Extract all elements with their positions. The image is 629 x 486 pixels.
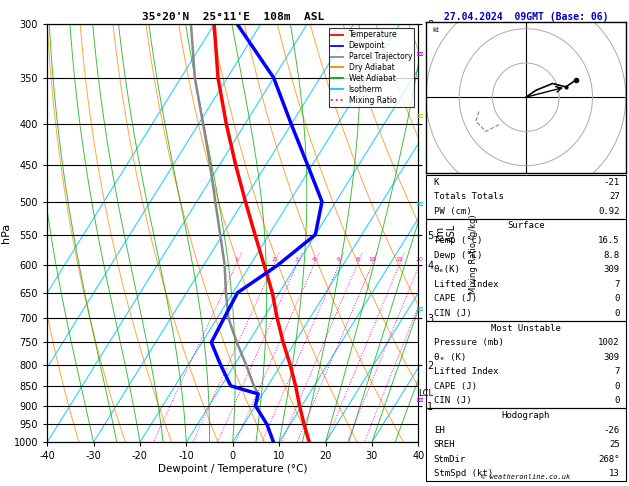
- Text: Temp (°C): Temp (°C): [434, 236, 482, 245]
- Text: 0.92: 0.92: [598, 207, 620, 216]
- Text: 268°: 268°: [598, 455, 620, 464]
- Text: 16.5: 16.5: [598, 236, 620, 245]
- Text: StmDir: StmDir: [434, 455, 466, 464]
- Text: 15: 15: [395, 257, 403, 261]
- Text: ≡: ≡: [416, 304, 424, 313]
- Text: 309: 309: [604, 353, 620, 362]
- Bar: [426, 175, 626, 219]
- Text: K: K: [434, 178, 439, 187]
- Text: 13: 13: [609, 469, 620, 478]
- Title: 35°20'N  25°11'E  108m  ASL: 35°20'N 25°11'E 108m ASL: [142, 12, 324, 22]
- Text: CIN (J): CIN (J): [434, 397, 472, 405]
- Text: 0: 0: [615, 382, 620, 391]
- Text: 3: 3: [295, 257, 299, 261]
- Text: 6: 6: [337, 257, 341, 261]
- Text: PW (cm): PW (cm): [434, 207, 472, 216]
- Text: 8: 8: [355, 257, 359, 261]
- Text: ≡: ≡: [416, 49, 424, 58]
- Text: 27.04.2024  09GMT (Base: 06): 27.04.2024 09GMT (Base: 06): [443, 12, 608, 22]
- Text: Surface: Surface: [507, 222, 545, 230]
- Text: Lifted Index: Lifted Index: [434, 367, 498, 376]
- Text: ≡: ≡: [416, 396, 424, 405]
- Text: 20: 20: [415, 257, 423, 261]
- Y-axis label: hPa: hPa: [1, 223, 11, 243]
- Text: Dewp (°C): Dewp (°C): [434, 251, 482, 260]
- Text: 7: 7: [615, 367, 620, 376]
- Text: 7: 7: [615, 280, 620, 289]
- Legend: Temperature, Dewpoint, Parcel Trajectory, Dry Adiabat, Wet Adiabat, Isotherm, Mi: Temperature, Dewpoint, Parcel Trajectory…: [329, 28, 415, 107]
- Text: 10: 10: [368, 257, 376, 261]
- Y-axis label: km
ASL: km ASL: [435, 224, 457, 243]
- Text: EH: EH: [434, 426, 445, 434]
- Text: 0: 0: [615, 397, 620, 405]
- Text: CAPE (J): CAPE (J): [434, 382, 477, 391]
- X-axis label: Dewpoint / Temperature (°C): Dewpoint / Temperature (°C): [158, 464, 308, 474]
- Text: 4: 4: [312, 257, 316, 261]
- Text: -26: -26: [604, 426, 620, 434]
- Text: CAPE (J): CAPE (J): [434, 295, 477, 303]
- Text: CIN (J): CIN (J): [434, 309, 472, 318]
- Text: StmSpd (kt): StmSpd (kt): [434, 469, 493, 478]
- Text: 0: 0: [615, 295, 620, 303]
- Text: © weatheronline.co.uk: © weatheronline.co.uk: [481, 474, 570, 480]
- Text: 2: 2: [272, 257, 276, 261]
- Text: 0: 0: [615, 309, 620, 318]
- Text: Mixing Ratio (g/kg): Mixing Ratio (g/kg): [469, 214, 479, 294]
- Text: kt: kt: [433, 27, 440, 33]
- Text: 8.8: 8.8: [604, 251, 620, 260]
- Text: ≡: ≡: [416, 199, 424, 209]
- Bar: [426, 219, 626, 321]
- Text: -21: -21: [604, 178, 620, 187]
- Text: LCL: LCL: [418, 389, 433, 399]
- Bar: [426, 408, 626, 481]
- Text: θₑ(K): θₑ(K): [434, 265, 460, 274]
- Text: θₑ (K): θₑ (K): [434, 353, 466, 362]
- Text: 309: 309: [604, 265, 620, 274]
- Text: SREH: SREH: [434, 440, 455, 449]
- Text: Pressure (mb): Pressure (mb): [434, 338, 504, 347]
- Text: 27: 27: [609, 192, 620, 201]
- Text: 1: 1: [234, 257, 238, 261]
- Text: Most Unstable: Most Unstable: [491, 324, 561, 332]
- Text: Totals Totals: Totals Totals: [434, 192, 504, 201]
- Bar: [426, 321, 626, 408]
- Text: Lifted Index: Lifted Index: [434, 280, 498, 289]
- Text: 1002: 1002: [598, 338, 620, 347]
- Text: ≡: ≡: [416, 111, 424, 121]
- Text: 25: 25: [609, 440, 620, 449]
- Text: Hodograph: Hodograph: [502, 411, 550, 420]
